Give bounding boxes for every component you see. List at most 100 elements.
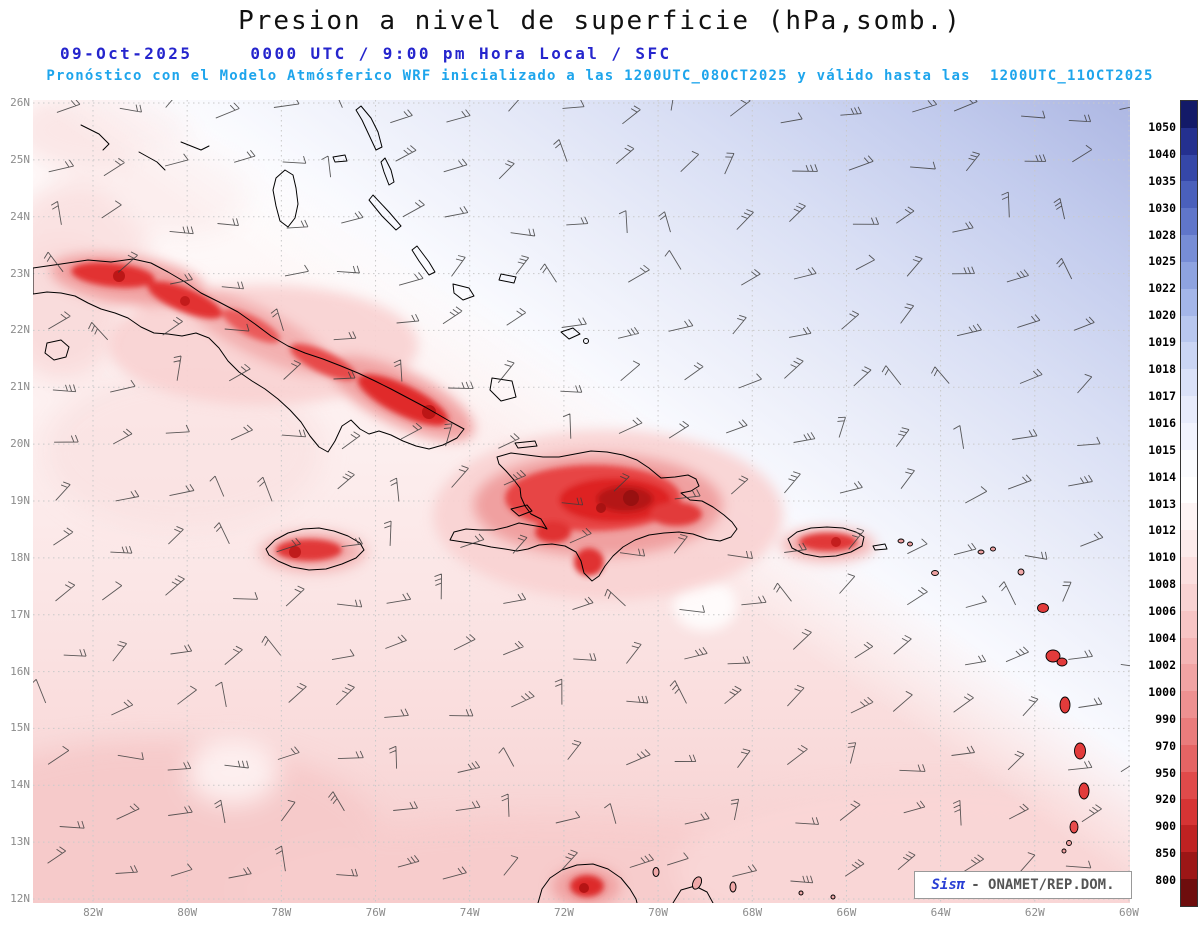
colorbar-tick-label: 1030 bbox=[1148, 200, 1176, 215]
colorbar-cell bbox=[1181, 664, 1197, 692]
lon-tick-label: 64W bbox=[930, 906, 951, 919]
colorbar-cell bbox=[1181, 422, 1197, 450]
colorbar-cell bbox=[1181, 557, 1197, 584]
lon-tick-label: 68W bbox=[742, 906, 763, 919]
colorbar-tick-label: 1025 bbox=[1148, 254, 1176, 269]
lon-tick-label: 78W bbox=[271, 906, 292, 919]
lat-tick-label: 13N bbox=[10, 835, 30, 849]
lat-tick-label: 24N bbox=[10, 209, 30, 223]
colorbar-tick-label: 1015 bbox=[1148, 442, 1176, 457]
map-area bbox=[33, 100, 1130, 903]
colorbar-tick-label: 1040 bbox=[1148, 146, 1176, 161]
lon-tick-label: 74W bbox=[459, 906, 480, 919]
lat-tick-label: 17N bbox=[10, 607, 30, 621]
colorbar-cell bbox=[1181, 825, 1197, 853]
colorbar-tick-label: 1002 bbox=[1148, 657, 1176, 672]
colorbar-tick-label: 1010 bbox=[1148, 550, 1176, 565]
colorbar-tick-label: 1028 bbox=[1148, 227, 1176, 242]
colorbar-cell bbox=[1181, 798, 1197, 826]
colorbar-cell bbox=[1181, 718, 1197, 745]
colorbar-cell bbox=[1181, 235, 1197, 262]
lon-tick-label: 66W bbox=[836, 906, 857, 919]
colorbar-cell bbox=[1181, 852, 1197, 880]
colorbar-cell bbox=[1181, 503, 1197, 531]
colorbar-tick-label: 1035 bbox=[1148, 173, 1176, 188]
lat-tick-label: 12N bbox=[10, 891, 30, 905]
attribution-box: Sisπ - ONAMET/REP.DOM. bbox=[914, 871, 1132, 899]
lat-tick-label: 23N bbox=[10, 266, 30, 280]
lat-tick-label: 16N bbox=[10, 664, 30, 678]
lat-tick-label: 26N bbox=[10, 96, 30, 109]
sispi-logo: Sisπ bbox=[931, 877, 966, 893]
lon-tick-label: 72W bbox=[553, 906, 574, 919]
lon-tick-label: 60W bbox=[1119, 906, 1139, 919]
colorbar-tick-label: 1019 bbox=[1148, 335, 1176, 350]
colorbar-cell bbox=[1181, 530, 1197, 558]
pressure-shading-island-lows bbox=[50, 253, 876, 903]
lat-tick-label: 15N bbox=[10, 721, 30, 735]
datetime-line: 09-Oct-2025 0000 UTC / 9:00 pm Hora Loca… bbox=[60, 44, 672, 63]
lat-tick-label: 21N bbox=[10, 380, 30, 394]
colorbar-cell bbox=[1181, 771, 1197, 799]
colorbar-tick-label: 1000 bbox=[1148, 684, 1176, 699]
forecast-info-line: Pronóstico con el Modelo Atmósferico WRF… bbox=[46, 68, 1154, 84]
colorbar-cell bbox=[1181, 288, 1197, 316]
lon-tick-label: 82W bbox=[83, 906, 103, 919]
colorbar-tick-label: 900 bbox=[1155, 819, 1176, 834]
gonave-island bbox=[510, 504, 533, 517]
colorbar-cell bbox=[1181, 261, 1197, 289]
colorbar-cell bbox=[1181, 208, 1197, 236]
lat-tick-label: 22N bbox=[10, 323, 30, 337]
wind-barbs bbox=[33, 100, 1130, 884]
colorbar-cell bbox=[1181, 181, 1197, 209]
lat-tick-label: 20N bbox=[10, 437, 30, 451]
vieques-island bbox=[872, 543, 888, 551]
colorbar-tick-label: 1018 bbox=[1148, 362, 1176, 376]
colorbar bbox=[1180, 100, 1198, 907]
colorbar-cell bbox=[1181, 369, 1197, 397]
colorbar-cell bbox=[1181, 449, 1197, 477]
lon-tick-label: 62W bbox=[1024, 906, 1045, 919]
colorbar-tick-label: 990 bbox=[1155, 711, 1176, 726]
lat-tick-label: 18N bbox=[10, 550, 30, 564]
lat-tick-label: 14N bbox=[10, 778, 30, 792]
colorbar-tick-label: 850 bbox=[1155, 846, 1176, 861]
lat-tick-label: 25N bbox=[10, 152, 30, 166]
colorbar-tick-label: 1020 bbox=[1148, 308, 1176, 323]
colorbar-tick-label: 1012 bbox=[1148, 523, 1176, 538]
tortuga-island bbox=[514, 440, 538, 449]
colorbar-cell bbox=[1181, 610, 1197, 638]
colorbar-cell bbox=[1181, 315, 1197, 343]
colorbar-tick-label: 800 bbox=[1155, 873, 1176, 888]
map-svg bbox=[33, 100, 1130, 903]
colorbar-tick-label: 970 bbox=[1155, 738, 1176, 753]
colorbar-cell bbox=[1181, 476, 1197, 504]
colorbar-cell bbox=[1181, 154, 1197, 182]
chart-title: Presion a nivel de superficie (hPa,somb.… bbox=[238, 6, 962, 36]
isla-juventud-coastline bbox=[44, 339, 70, 361]
date-label: 09-Oct-2025 bbox=[60, 44, 193, 63]
colorbar-cell bbox=[1181, 583, 1197, 611]
colorbar-tick-label: 1016 bbox=[1148, 415, 1176, 430]
colorbar-cell bbox=[1181, 342, 1197, 370]
lon-tick-label: 70W bbox=[648, 906, 669, 919]
jamaica-coastline bbox=[265, 527, 365, 571]
colorbar-tick-label: 1022 bbox=[1148, 281, 1176, 296]
valid-time-label: 0000 UTC / 9:00 pm Hora Local / SFC bbox=[250, 44, 672, 63]
colorbar-cell bbox=[1181, 691, 1197, 719]
attribution-text: - ONAMET/REP.DOM. bbox=[971, 877, 1115, 893]
colorbar-tick-label: 1017 bbox=[1148, 388, 1176, 403]
colorbar-tick-label: 1050 bbox=[1148, 119, 1176, 134]
colorbar-tick-label: 1004 bbox=[1148, 631, 1176, 645]
lon-tick-label: 80W bbox=[177, 906, 198, 919]
colorbar-tick-label: 1014 bbox=[1148, 469, 1176, 484]
lon-tick-label: 76W bbox=[365, 906, 386, 919]
colorbar-tick-label: 1006 bbox=[1148, 604, 1176, 619]
colorbar-tick-label: 950 bbox=[1155, 765, 1176, 780]
cuba-coastline bbox=[33, 258, 465, 453]
colorbar-cell bbox=[1181, 744, 1197, 772]
colorbar-tick-label: 1008 bbox=[1148, 577, 1176, 592]
bahamas-islands bbox=[80, 105, 589, 402]
lat-tick-label: 19N bbox=[10, 493, 30, 507]
